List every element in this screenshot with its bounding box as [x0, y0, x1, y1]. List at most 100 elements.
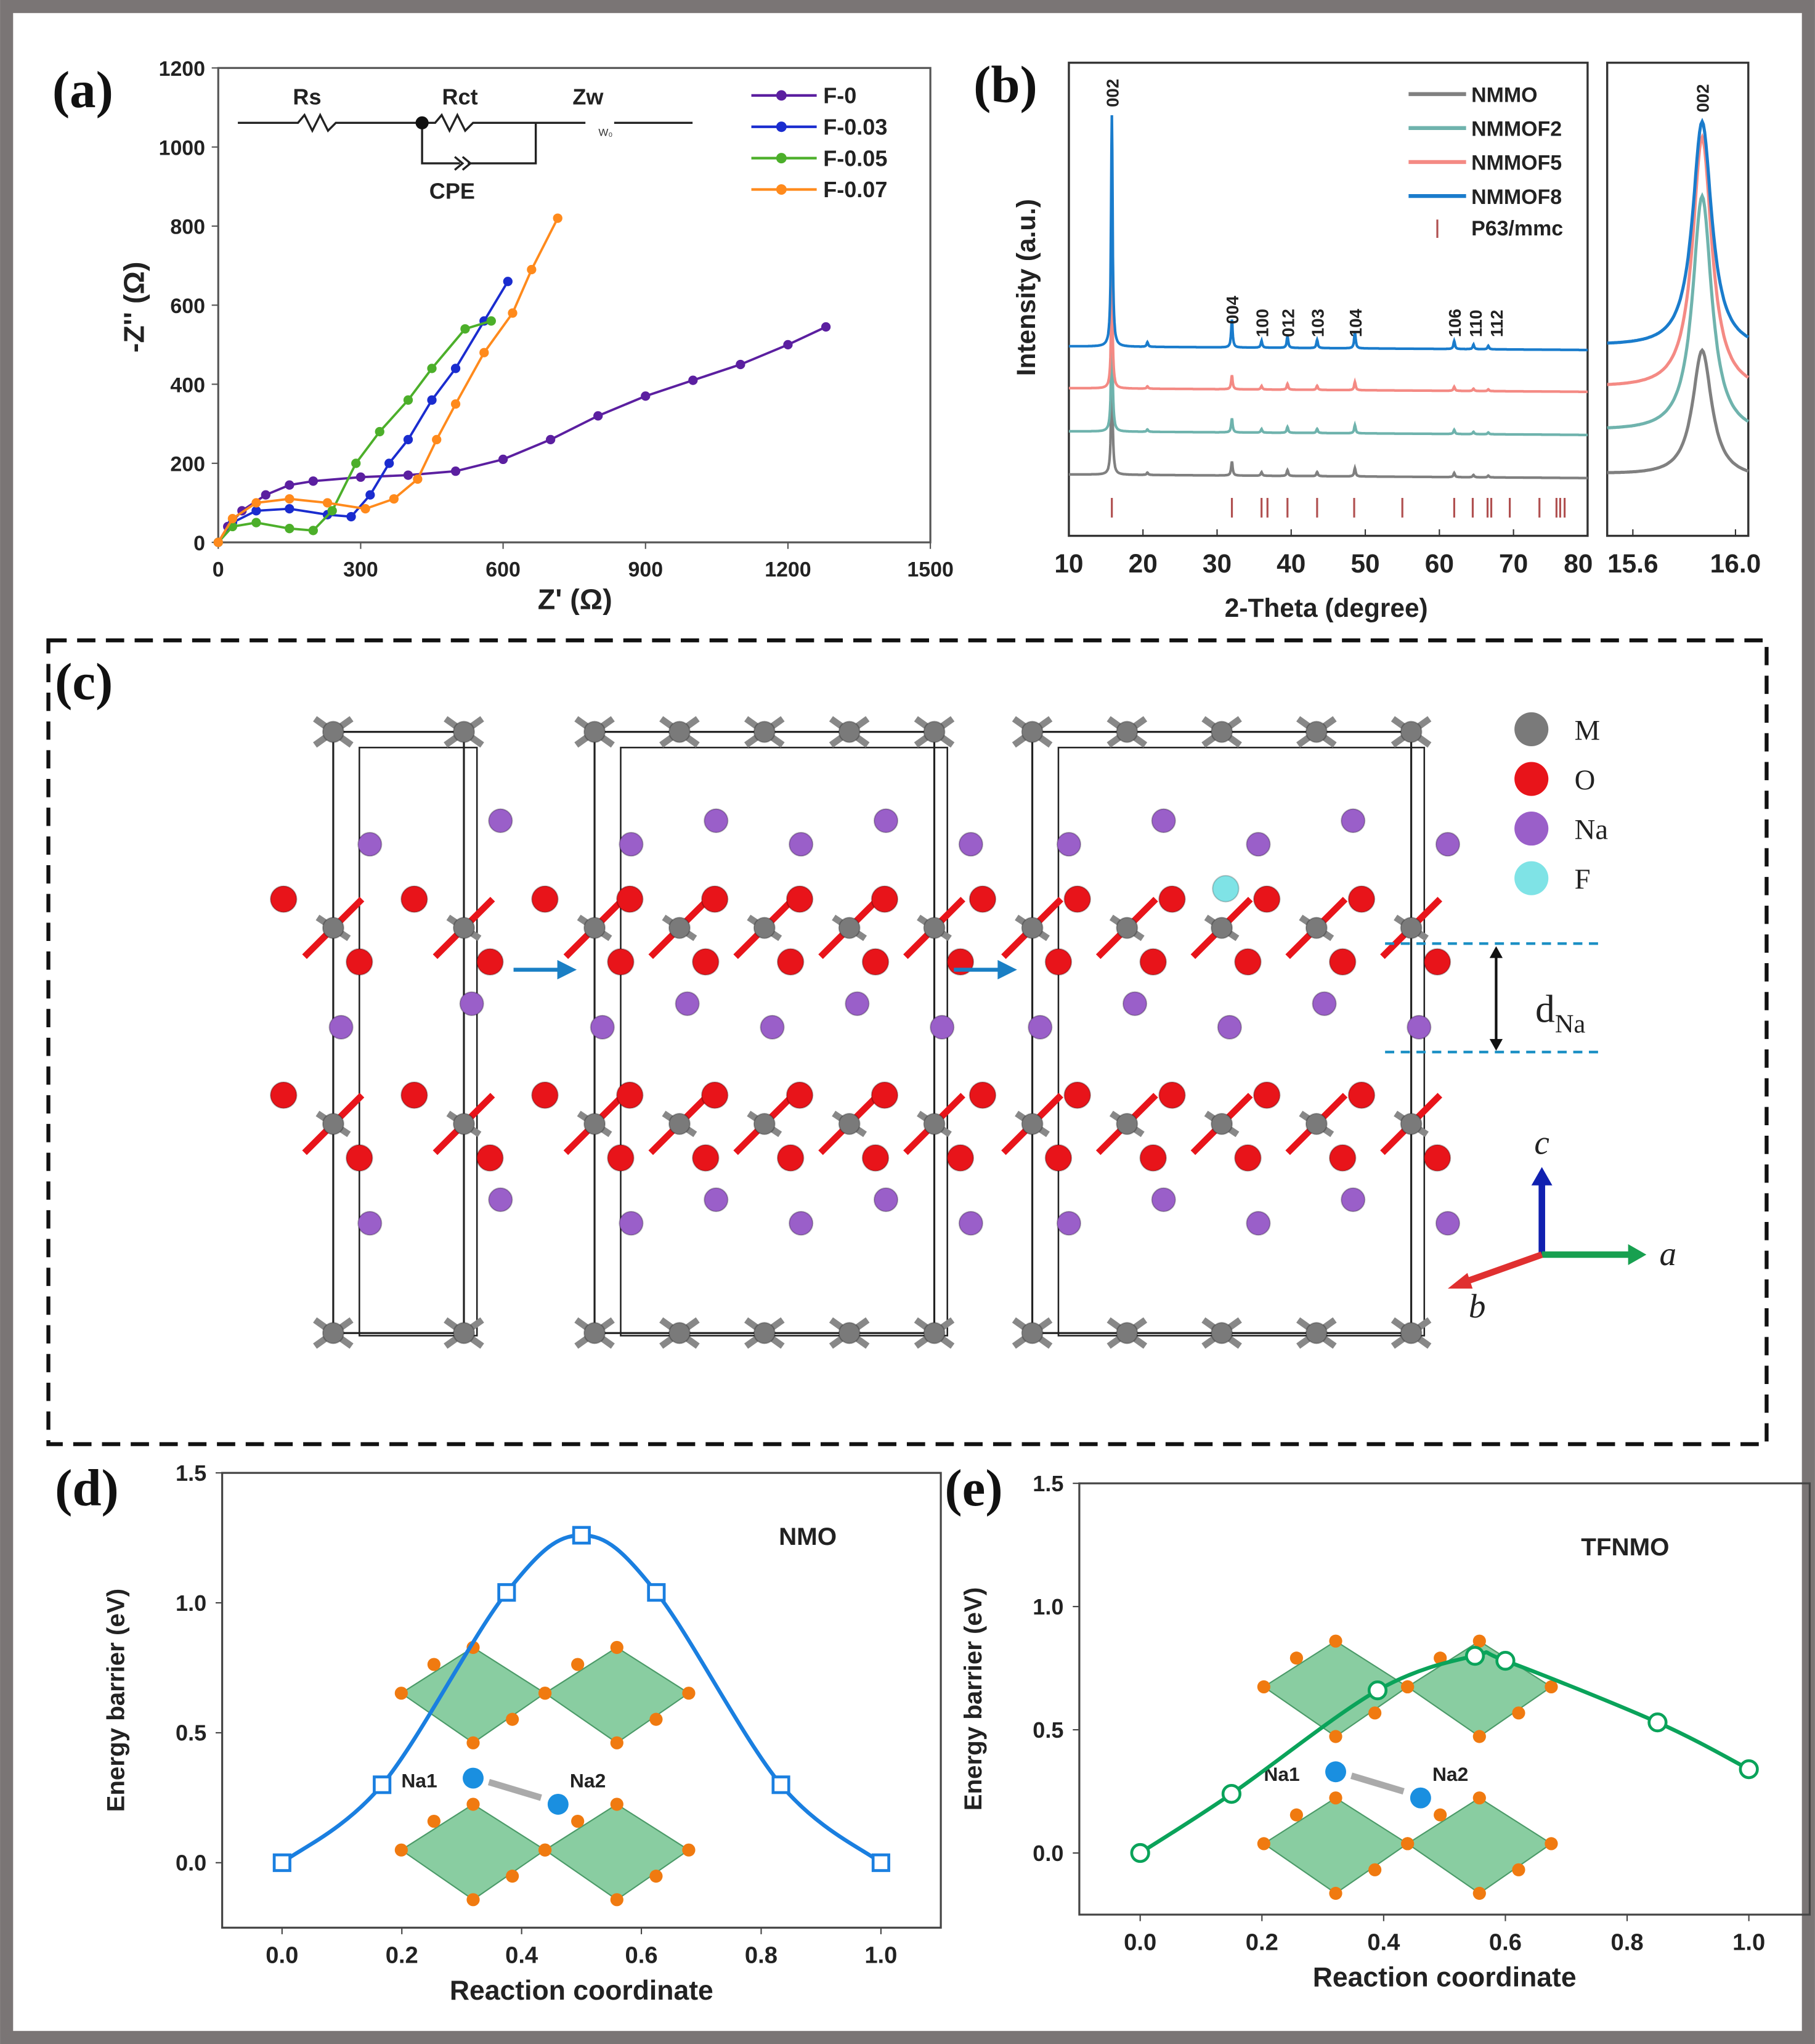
inset-peak-NMMOF2 — [1607, 192, 1750, 430]
o-atom — [649, 1870, 663, 1883]
m-atom — [322, 1112, 344, 1135]
o-atom — [1368, 1863, 1382, 1876]
y-tick-label: 200 — [170, 453, 205, 476]
x-tick-label: 0.4 — [505, 1942, 538, 1969]
o-atom — [649, 1712, 663, 1726]
x-tick-label: 900 — [628, 558, 663, 581]
data-point — [227, 514, 238, 524]
data-point — [1739, 1759, 1759, 1780]
data-point — [327, 506, 337, 516]
na-atom — [1217, 1014, 1242, 1040]
o-atom — [538, 1843, 552, 1857]
axis-c-label: c — [1534, 1124, 1549, 1162]
o-atom — [682, 1687, 696, 1700]
data-point — [821, 322, 831, 332]
unit-cells — [270, 716, 1461, 1349]
migration-arrow — [487, 1778, 542, 1801]
unit-cell-edge — [620, 746, 948, 1337]
o-atom — [607, 948, 635, 976]
unit-cell-edge — [1057, 746, 1426, 1337]
m-atom — [1400, 916, 1423, 939]
data-point — [1221, 1783, 1241, 1804]
peak-label: 002 — [1103, 79, 1122, 107]
circuit-node — [415, 116, 429, 129]
data-point — [736, 359, 745, 370]
o-atom — [1044, 948, 1073, 976]
o-atom — [1063, 1081, 1091, 1109]
o-atom — [346, 1144, 373, 1172]
o-atom — [1368, 1706, 1382, 1720]
plot-frame — [221, 1472, 942, 1929]
m-atom — [1211, 1112, 1233, 1135]
data-point — [384, 458, 394, 468]
m-atom — [322, 720, 344, 743]
o-atom — [1158, 885, 1186, 913]
m-atom — [322, 1322, 344, 1345]
peak-label: 106 — [1445, 309, 1464, 337]
panel-label-d: (d) — [55, 1459, 119, 1517]
plot-frame — [1078, 1482, 1811, 1916]
na-atom — [1341, 1187, 1366, 1213]
o-atom — [270, 1081, 298, 1109]
o-atom — [610, 1893, 623, 1907]
y-tick-label: 400 — [170, 373, 205, 397]
m-atom — [668, 916, 691, 939]
y-axis-label: -Z'' (Ω) — [118, 262, 150, 353]
legend-marker — [776, 90, 787, 101]
o-atom — [506, 1870, 519, 1883]
m-atom — [838, 720, 861, 743]
o-atom — [538, 1687, 552, 1700]
o-atom — [1329, 1791, 1342, 1805]
na-atom — [704, 808, 729, 834]
data-point — [360, 503, 370, 514]
o-atom — [1158, 1081, 1186, 1109]
o-atom — [700, 1081, 729, 1109]
o-atom — [786, 885, 814, 913]
data-point — [450, 466, 461, 476]
legend-label: NMMO — [1471, 83, 1537, 107]
data-point — [593, 411, 603, 421]
o-atom — [1328, 1144, 1357, 1172]
m-atom — [1305, 720, 1328, 743]
data-point — [285, 480, 294, 490]
data-point — [351, 458, 361, 468]
data-point — [553, 213, 562, 223]
data-point — [871, 1853, 890, 1872]
o-atom — [1545, 1680, 1558, 1694]
o-atom — [616, 1081, 644, 1109]
panel-a-nyquist-plot: Rs Rct Zw CPE W₀ 0 300 600 900 1200 1500 0 200 4… — [118, 57, 953, 615]
inset-x-tick-label: 16.0 — [1710, 549, 1761, 578]
m-atom — [452, 916, 476, 939]
m-atom — [1021, 720, 1044, 743]
data-point — [272, 1853, 291, 1872]
panel-label-e: (e) — [944, 1459, 1002, 1517]
o-atom — [610, 1798, 623, 1811]
na-atom — [1056, 1210, 1082, 1236]
data-point — [261, 490, 270, 500]
x-tick-label: 0.4 — [1367, 1929, 1400, 1955]
data-point — [285, 503, 294, 514]
m-atom — [452, 1112, 476, 1135]
data-point — [308, 476, 319, 486]
o-atom — [700, 885, 729, 913]
x-tick-label: 10 — [1054, 549, 1083, 578]
na-atom — [845, 991, 870, 1016]
y-axis-label: Energy barrier (eV) — [102, 1589, 130, 1812]
o-atom — [610, 1640, 623, 1655]
data-point — [641, 391, 651, 401]
na-atom — [1122, 991, 1148, 1016]
o-atom — [1472, 1730, 1486, 1743]
data-point — [365, 490, 375, 500]
m-atom — [1021, 1112, 1044, 1135]
o-atom — [776, 1144, 805, 1172]
o-atom — [1472, 1791, 1486, 1805]
data-point — [285, 494, 294, 504]
data-point — [251, 506, 261, 516]
m-atom — [753, 720, 776, 743]
m-atom — [838, 1322, 861, 1345]
data-point — [251, 498, 261, 508]
peak-label: 004 — [1223, 295, 1242, 324]
o-atom — [861, 948, 890, 976]
